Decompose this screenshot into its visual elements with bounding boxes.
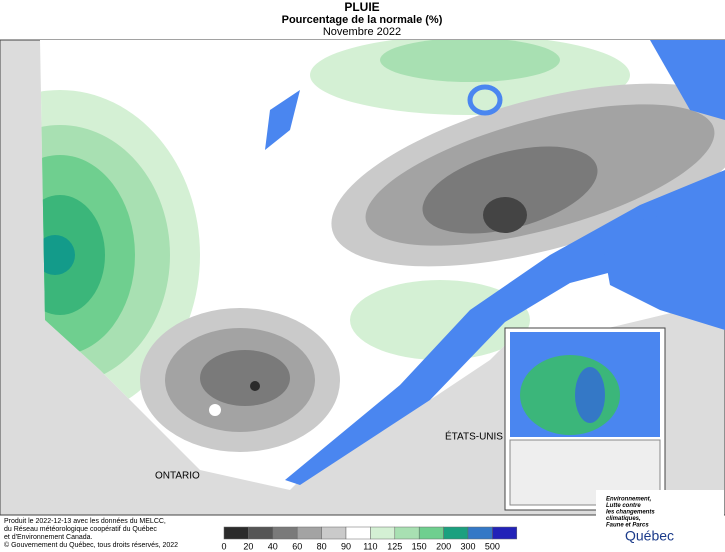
- ministry-line: les changements: [606, 510, 655, 516]
- ministry-line: Faune et Parcs: [606, 523, 649, 529]
- credit-line: du Réseau météorologique coopératif du Q…: [4, 526, 157, 533]
- inset-land: [575, 367, 605, 423]
- ministry-line: Lutte contre: [606, 503, 641, 509]
- title: PLUIE: [344, 0, 379, 14]
- legend-swatch: [418, 526, 444, 540]
- legend-swatch: [394, 526, 420, 540]
- legend: 0 20 40 60 80 90 110 125 150 200 300 500: [221, 526, 518, 551]
- credits: Produit le 2022-12-13 avec les données d…: [4, 518, 166, 541]
- legend-swatch: [296, 526, 322, 540]
- subtitle: Pourcentage de la normale (%): [282, 14, 443, 26]
- legend-label: 110: [363, 541, 377, 551]
- lake: [265, 90, 300, 150]
- legend-swatch: [467, 526, 493, 540]
- legend-label: 125: [387, 541, 402, 551]
- legend-label: 0: [221, 541, 226, 551]
- legend-label: 300: [460, 541, 475, 551]
- legend-swatch: [443, 526, 469, 540]
- region-label: ÉTATS-UNIS: [445, 430, 503, 443]
- ministry-line: climatiques,: [606, 516, 641, 522]
- legend-swatch: [492, 526, 518, 540]
- gulf: [600, 200, 725, 330]
- legend-label: 200: [436, 541, 451, 551]
- credit-line: et d'Environnement Canada.: [4, 534, 93, 541]
- reservoir: [467, 84, 503, 116]
- logo-box: [596, 490, 724, 550]
- ministry-line: Environnement,: [606, 497, 652, 503]
- logo-name: Québec: [625, 528, 674, 544]
- legend-label: 80: [317, 541, 327, 551]
- ocean: [650, 40, 725, 120]
- map: ONTARIO ÉTATS-UNIS: [0, 39, 725, 550]
- legend-label: 500: [485, 541, 500, 551]
- legend-label: 40: [268, 541, 278, 551]
- legend-swatch: [321, 526, 347, 540]
- legend-label: 150: [412, 541, 427, 551]
- legend-label: 20: [243, 541, 253, 551]
- legend-swatch: [223, 526, 249, 540]
- credit-line: Produit le 2022-12-13 avec les données d…: [4, 518, 166, 525]
- legend-swatch: [370, 526, 396, 540]
- copyright: © Gouvernement du Québec, tous droits ré…: [4, 541, 178, 549]
- legend-swatch: [248, 526, 274, 540]
- legend-label: 60: [292, 541, 302, 551]
- period: Novembre 2022: [323, 26, 401, 38]
- legend-swatch: [345, 526, 371, 540]
- legend-swatch: [272, 526, 298, 540]
- legend-label: 90: [341, 541, 351, 551]
- region-label: ONTARIO: [155, 471, 200, 482]
